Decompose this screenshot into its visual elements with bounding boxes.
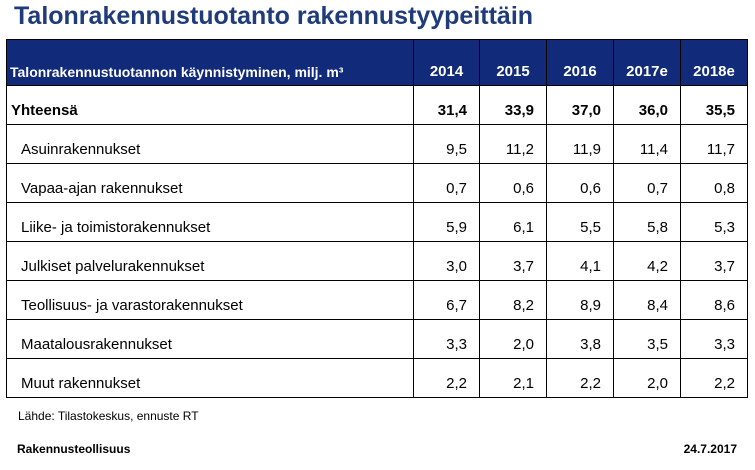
cell-value: 4,1: [546, 241, 614, 281]
header-year: 2015: [479, 39, 547, 86]
header-year: 2014: [413, 39, 480, 86]
cell-value: 11,4: [613, 124, 681, 164]
cell-value: 37,0: [546, 85, 614, 125]
cell-value: 5,3: [680, 202, 748, 242]
cell-value: 3,3: [413, 319, 480, 359]
cell-value: 11,2: [479, 124, 547, 164]
cell-value: 0,8: [680, 163, 748, 203]
header-year: 2016: [546, 39, 614, 86]
cell-value: 0,6: [479, 163, 547, 203]
cell-value: 2,2: [546, 358, 614, 398]
cell-value: 4,2: [613, 241, 681, 281]
total-row: Yhteensä 31,4 33,9 37,0 36,0 35,5: [6, 85, 748, 125]
cell-value: 3,8: [546, 319, 614, 359]
cell-value: 2,0: [479, 319, 547, 359]
cell-value: 5,9: [413, 202, 480, 242]
cell-value: 3,3: [680, 319, 748, 359]
cell-value: 36,0: [613, 85, 681, 125]
cell-value: 31,4: [413, 85, 480, 125]
table-row: Vapaa-ajan rakennukset 0,7 0,6 0,6 0,7 0…: [6, 163, 748, 203]
row-label: Asuinrakennukset: [6, 124, 414, 164]
cell-value: 9,5: [413, 124, 480, 164]
cell-value: 11,7: [680, 124, 748, 164]
cell-value: 5,5: [546, 202, 614, 242]
table-row: Julkiset palvelurakennukset 3,0 3,7 4,1 …: [6, 241, 748, 281]
data-table: Talonrakennustuotannon käynnistyminen, m…: [6, 39, 748, 398]
source-note: Lähde: Tilastokeskus, ennuste RT: [18, 409, 199, 423]
cell-value: 6,7: [413, 280, 480, 320]
row-label: Yhteensä: [6, 85, 414, 125]
cell-value: 0,6: [546, 163, 614, 203]
footer-organization: Rakennusteollisuus: [17, 442, 131, 456]
table-header-row: Talonrakennustuotannon käynnistyminen, m…: [6, 39, 748, 86]
cell-value: 8,2: [479, 280, 547, 320]
cell-value: 0,7: [613, 163, 681, 203]
header-label: Talonrakennustuotannon käynnistyminen, m…: [6, 39, 414, 86]
cell-value: 0,7: [413, 163, 480, 203]
table-row: Muut rakennukset 2,2 2,1 2,2 2,0 2,2: [6, 358, 748, 398]
cell-value: 3,7: [479, 241, 547, 281]
row-label: Teollisuus- ja varastorakennukset: [6, 280, 414, 320]
cell-value: 8,4: [613, 280, 681, 320]
cell-value: 2,1: [479, 358, 547, 398]
cell-value: 2,2: [413, 358, 480, 398]
cell-value: 3,5: [613, 319, 681, 359]
cell-value: 2,2: [680, 358, 748, 398]
row-label: Muut rakennukset: [6, 358, 414, 398]
cell-value: 8,6: [680, 280, 748, 320]
row-label: Maatalousrakennukset: [6, 319, 414, 359]
cell-value: 33,9: [479, 85, 547, 125]
table-row: Asuinrakennukset 9,5 11,2 11,9 11,4 11,7: [6, 124, 748, 164]
row-label: Julkiset palvelurakennukset: [6, 241, 414, 281]
cell-value: 6,1: [479, 202, 547, 242]
cell-value: 35,5: [680, 85, 748, 125]
cell-value: 8,9: [546, 280, 614, 320]
row-label: Vapaa-ajan rakennukset: [6, 163, 414, 203]
header-year: 2018e: [680, 39, 748, 86]
cell-value: 5,8: [613, 202, 681, 242]
table-row: Liike- ja toimistorakennukset 5,9 6,1 5,…: [6, 202, 748, 242]
footer-date: 24.7.2017: [683, 442, 737, 456]
header-year: 2017e: [613, 39, 681, 86]
row-label: Liike- ja toimistorakennukset: [6, 202, 414, 242]
cell-value: 3,7: [680, 241, 748, 281]
cell-value: 11,9: [546, 124, 614, 164]
page-title: Talonrakennustuotanto rakennustyypeittäi…: [14, 2, 534, 30]
table-row: Teollisuus- ja varastorakennukset 6,7 8,…: [6, 280, 748, 320]
cell-value: 3,0: [413, 241, 480, 281]
table-row: Maatalousrakennukset 3,3 2,0 3,8 3,5 3,3: [6, 319, 748, 359]
cell-value: 2,0: [613, 358, 681, 398]
